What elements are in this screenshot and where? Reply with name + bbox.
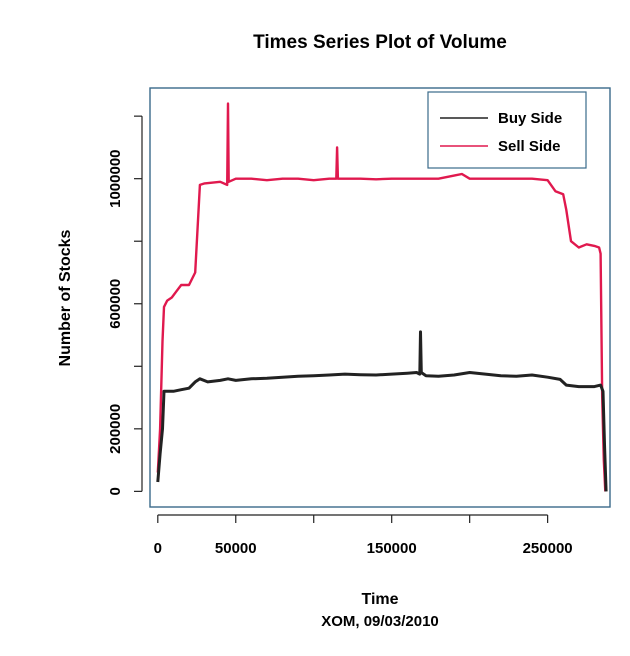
plot-area [149,87,611,508]
y-tick-label: 0 [107,487,124,495]
x-tick-label: 50000 [215,540,257,557]
y-axis: 0 200000 600000 1000000 [107,115,143,496]
series-line-buy-side [156,330,608,492]
y-tick-label: 200000 [107,404,124,454]
y-tick-label: 600000 [107,279,124,329]
x-axis-label: Time [361,591,398,608]
series-line-sell-side [156,102,607,492]
chart-title: Times Series Plot of Volume [253,32,507,53]
legend-label-buy-side: Buy Side [498,110,562,127]
x-tick-label: 0 [154,540,162,557]
plot-frame [149,87,611,508]
y-tick-label: 1000000 [107,149,124,207]
legend-label-sell-side: Sell Side [498,138,561,155]
x-axis-subtitle: XOM, 09/03/2010 [321,613,439,630]
x-axis: 0 50000 150000 250000 [154,514,573,557]
x-tick-label: 250000 [523,540,573,557]
y-axis-label: Number of Stocks [57,229,74,366]
series-group [156,102,608,492]
legend-box [427,91,587,169]
x-tick-label: 150000 [367,540,417,557]
legend: Buy Side Sell Side [427,91,587,169]
